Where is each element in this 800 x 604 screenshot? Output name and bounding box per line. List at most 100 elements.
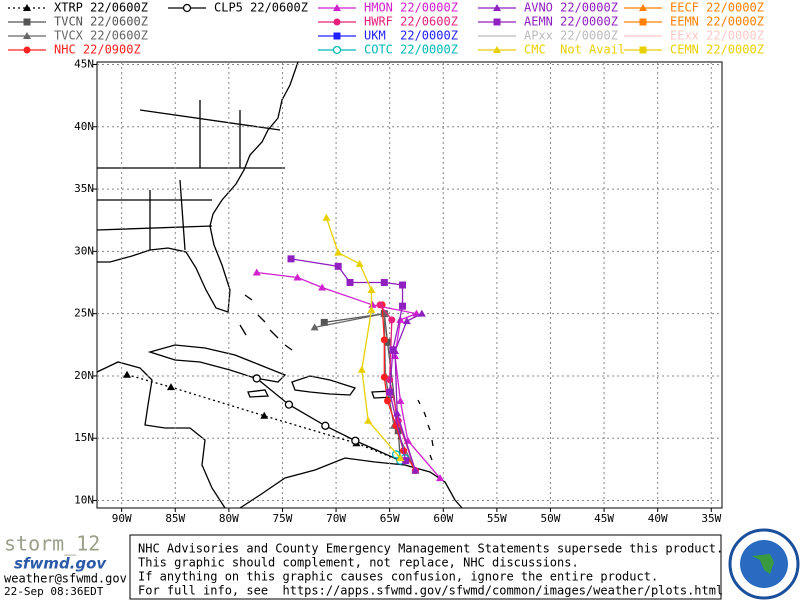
x-tick-label: 80W [219, 512, 239, 525]
south-america [239, 457, 463, 509]
track-point [260, 411, 269, 419]
cuba [147, 344, 287, 383]
legend-label: CMC Not Avail [524, 43, 625, 57]
track-point [346, 279, 354, 287]
legend-label: NHC 22/0900Z [54, 43, 141, 57]
track-point [380, 336, 388, 344]
track-point [321, 421, 330, 430]
legend-marker [23, 18, 31, 26]
x-tick-label: 55W [487, 512, 507, 525]
track-point [320, 318, 328, 326]
legend-marker [639, 18, 647, 26]
legend-marker [493, 18, 501, 26]
track-point [364, 416, 373, 424]
legend-label: APxx 22/0000Z [524, 29, 618, 43]
track-point [318, 283, 327, 291]
legend-marker [639, 46, 647, 54]
legend-label: HMON 22/0000Z [364, 1, 458, 15]
legend-marker [182, 3, 192, 13]
track-point [287, 255, 295, 263]
central-america [96, 361, 226, 509]
track-point [417, 309, 426, 317]
legend-label: HWRF 22/0600Z [364, 15, 458, 29]
track-point [396, 315, 405, 323]
track-point [384, 397, 392, 405]
track-point [402, 317, 411, 325]
x-tick-label: 90W [112, 512, 132, 525]
track-point [399, 302, 407, 310]
track-point [380, 373, 388, 381]
notice-line: For full info, see https://apps.sfwmd.go… [138, 584, 723, 598]
x-tick-label: 50W [541, 512, 561, 525]
notice-line: If anything on this graphic causes confu… [138, 570, 658, 584]
jamaica [247, 389, 270, 398]
coastlines [96, 61, 463, 509]
track-point [334, 262, 342, 270]
legend-label: EEMN 22/0000Z [670, 15, 764, 29]
legend-label: TVCX 22/0600Z [54, 29, 148, 43]
timestamp: 22-Sep 08:36EDT [4, 585, 104, 598]
legend-marker [493, 46, 501, 53]
track-point [396, 454, 405, 462]
y-tick-label: 25N [74, 307, 94, 320]
track-point [334, 248, 343, 256]
track-point [123, 370, 132, 378]
track-point [310, 323, 319, 331]
legend-marker [333, 18, 341, 26]
hispaniola [291, 375, 357, 396]
y-tick-label: 35N [74, 182, 94, 195]
x-tick-label: 85W [165, 512, 185, 525]
x-tick-label: 40W [648, 512, 668, 525]
track-point [399, 281, 407, 289]
legend-marker [23, 4, 31, 11]
legend-label: COTC 22/0000Z [364, 43, 458, 57]
y-tick-label: 30N [74, 244, 94, 257]
x-tick-label: 75W [273, 512, 293, 525]
track-point [402, 457, 410, 465]
seal-florida [752, 554, 774, 574]
track-point [376, 301, 384, 309]
track-point [367, 285, 376, 293]
legend-label: CEMN 22/0000Z [670, 43, 764, 57]
track-line [256, 271, 441, 479]
grid: 90W 85W 80W 75W 70W 65W 60W 55W 50W 45W 40W 35W 10N 1… [74, 57, 722, 525]
legend-label: XTRP 22/0600Z [54, 1, 148, 15]
notice-box [129, 534, 722, 600]
legend-marker [333, 4, 341, 11]
track-line [325, 217, 401, 459]
track-point [367, 305, 376, 313]
bahamas [239, 294, 293, 351]
track-point [368, 300, 377, 308]
x-tick-label: 60W [433, 512, 453, 525]
state-line [96, 100, 285, 251]
track-point [293, 273, 302, 281]
x-tick-label: 70W [326, 512, 346, 525]
y-tick-label: 10N [74, 494, 94, 507]
legend-label: UKM 22/0000Z [364, 29, 458, 43]
tracks [123, 213, 445, 482]
track-point [284, 400, 294, 409]
track-point [380, 279, 388, 287]
y-tick-label: 40N [74, 120, 94, 133]
track-point [411, 466, 420, 474]
track-point [252, 374, 261, 383]
legend-marker [332, 45, 342, 55]
track-point [351, 436, 360, 445]
x-tick-label: 65W [380, 512, 400, 525]
legend-marker [23, 32, 31, 39]
notice-line: NHC Advisories and County Emergency Mana… [138, 542, 723, 556]
track-point [436, 474, 445, 482]
track-point [252, 268, 261, 276]
legend-marker [639, 4, 647, 11]
legend-marker [23, 46, 31, 54]
storm-name: storm_12 [4, 532, 100, 556]
legend-label: EECF 22/0000Z [670, 1, 764, 15]
y-tick-label: 45N [74, 57, 94, 70]
footer: storm_12 sfwmd.gov weather@sfwmd.gov 22-… [4, 528, 800, 600]
legend-label: EExx 22/0000Z [670, 29, 764, 43]
legend-marker [333, 32, 341, 40]
y-tick-label: 20N [74, 369, 94, 382]
